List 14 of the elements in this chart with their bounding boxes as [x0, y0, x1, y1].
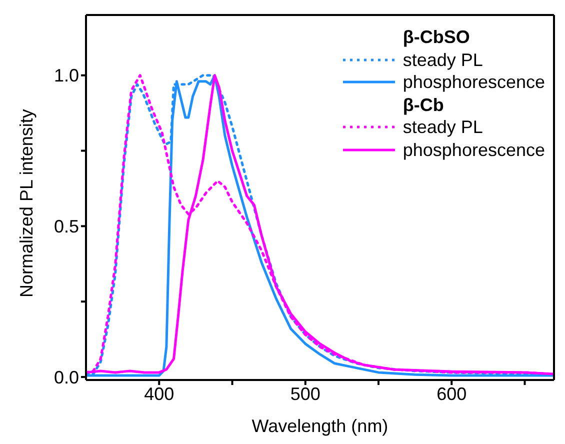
x-tick-label: 500 — [290, 384, 320, 404]
annotation: β-CbSO — [402, 26, 471, 48]
annotation: β-Cb — [402, 94, 445, 116]
legend-label: phosphorescence — [402, 138, 545, 161]
x-tick-label: 600 — [436, 384, 467, 404]
x-axis-title: Wavelength (nm) — [252, 416, 388, 436]
y-tick-label: 0.5 — [54, 216, 79, 237]
y-tick-label: 0.0 — [54, 367, 79, 388]
x-tick-label: 400 — [144, 384, 174, 404]
y-tick-label: 1.0 — [54, 66, 79, 86]
legend-label: steady PL — [402, 48, 483, 71]
legend-label: steady PL — [402, 116, 483, 138]
legend-label: phosphorescence — [402, 71, 545, 94]
y-axis-title: Normalized PL intensity — [16, 109, 36, 298]
